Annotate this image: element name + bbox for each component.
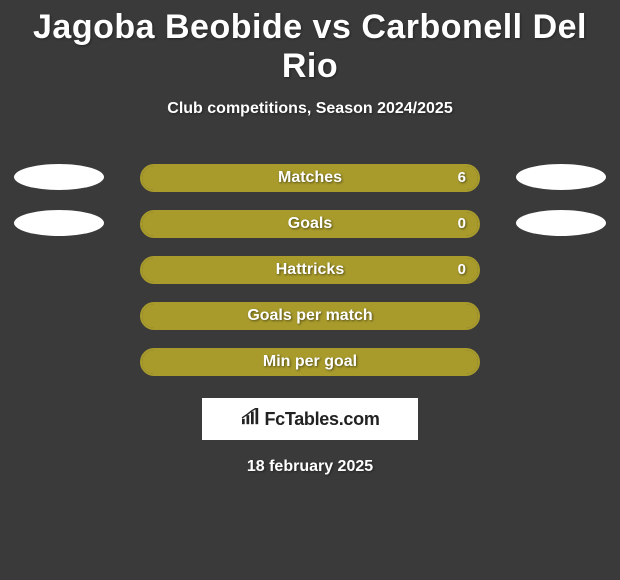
stat-value-right: 0 xyxy=(458,215,466,232)
logo-box: FcTables.com xyxy=(202,398,418,440)
date-label: 18 february 2025 xyxy=(0,458,620,476)
player-left-pill xyxy=(14,210,104,236)
stat-row: Goals0 xyxy=(0,200,620,246)
stat-bar: Matches6 xyxy=(140,164,480,192)
stat-row: Goals per match xyxy=(0,292,620,338)
stat-row: Hattricks0 xyxy=(0,246,620,292)
logo-text: FcTables.com xyxy=(264,409,379,430)
player-right-pill xyxy=(516,164,606,190)
player-left-pill xyxy=(14,164,104,190)
logo: FcTables.com xyxy=(240,408,379,431)
player-right-pill xyxy=(516,210,606,236)
stat-label: Min per goal xyxy=(142,353,478,371)
stat-value-right: 6 xyxy=(458,169,466,186)
stat-row: Matches6 xyxy=(0,154,620,200)
stat-bar: Goals per match xyxy=(140,302,480,330)
stats-container: Matches6Goals0Hattricks0Goals per matchM… xyxy=(0,154,620,384)
stat-bar: Min per goal xyxy=(140,348,480,376)
stat-row: Min per goal xyxy=(0,338,620,384)
stat-label: Matches xyxy=(142,169,478,187)
chart-bars-icon xyxy=(240,408,262,431)
stat-label: Hattricks xyxy=(142,261,478,279)
stat-label: Goals xyxy=(142,215,478,233)
stat-label: Goals per match xyxy=(142,307,478,325)
stat-value-right: 0 xyxy=(458,261,466,278)
stat-bar: Hattricks0 xyxy=(140,256,480,284)
page-title: Jagoba Beobide vs Carbonell Del Rio xyxy=(0,0,620,86)
stat-bar: Goals0 xyxy=(140,210,480,238)
subtitle: Club competitions, Season 2024/2025 xyxy=(0,100,620,118)
